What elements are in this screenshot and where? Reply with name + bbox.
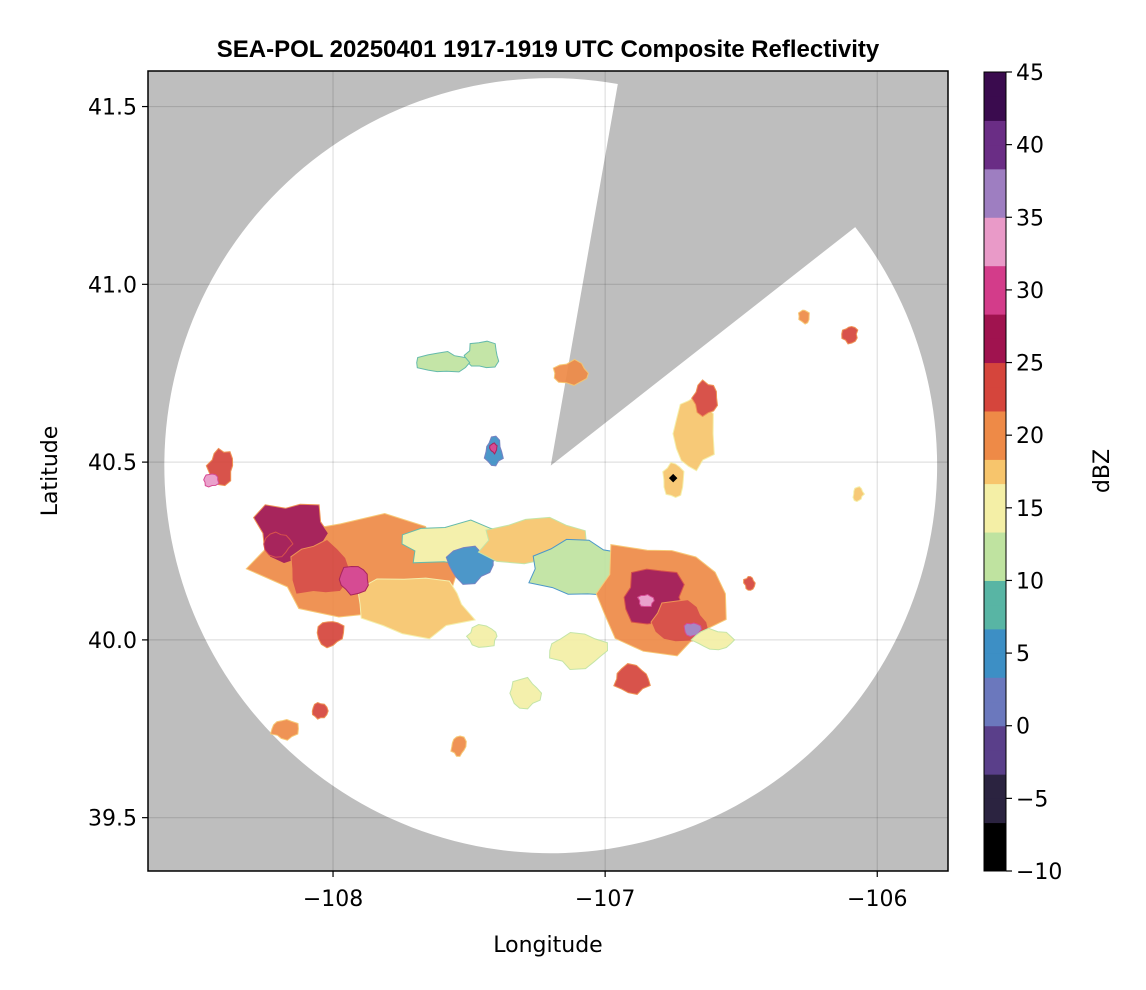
echo-cell — [841, 325, 859, 345]
echo-cell — [263, 531, 294, 558]
colorbar-segment — [984, 289, 1006, 315]
echo-cell — [357, 577, 477, 640]
echo-cell — [552, 358, 589, 386]
colorbar-tick-label: 20 — [1016, 424, 1044, 449]
y-axis-label: Latitude — [38, 426, 63, 517]
colorbar-segment — [984, 749, 1006, 775]
echo-cell — [338, 565, 369, 596]
y-axis: 39.5 40.0 40.5 41.0 41.5 — [88, 96, 148, 832]
echo-cell — [636, 593, 655, 608]
colorbar-tick-label: −10 — [1016, 860, 1062, 885]
colorbar-segment — [984, 604, 1006, 630]
colorbar-segment — [984, 628, 1006, 654]
colorbar-segment — [984, 846, 1006, 872]
chart-title: SEA-POL 20250401 1917-1919 UTC Composite… — [217, 36, 880, 63]
echo-cell — [743, 575, 756, 591]
plot-area — [147, 70, 949, 872]
colorbar-tick-label: 30 — [1016, 279, 1044, 304]
echo-cell — [269, 718, 299, 741]
y-tick-label: 41.5 — [88, 96, 137, 121]
colorbar-segment — [984, 798, 1006, 824]
radar-coverage-area — [164, 78, 938, 854]
colorbar-segment — [984, 72, 1006, 97]
colorbar-segment — [984, 96, 1006, 121]
station-marker — [668, 473, 678, 483]
colorbar-segment — [984, 556, 1006, 581]
colorbar-segment — [984, 677, 1006, 703]
colorbar-segment — [984, 120, 1006, 146]
colorbar-tick-label: 10 — [1016, 569, 1044, 594]
y-tick-label: 41.0 — [88, 273, 137, 298]
echo-cell — [690, 627, 736, 651]
colorbar-tick-label: 45 — [1016, 61, 1044, 86]
y-tick-label: 40.5 — [88, 451, 137, 476]
grid-lines — [148, 71, 948, 871]
echo-cell — [549, 631, 609, 671]
colorbar-tick-label: 5 — [1016, 642, 1030, 667]
colorbar-segment — [984, 725, 1006, 751]
y-tick-label: 40.0 — [88, 629, 137, 654]
colorbar-segment — [984, 193, 1006, 218]
echo-cell — [852, 486, 866, 503]
colorbar-segment — [984, 774, 1006, 799]
colorbar-segment — [984, 580, 1006, 606]
plot-frame — [147, 70, 949, 872]
echo-cell — [489, 442, 498, 455]
echo-cell — [203, 473, 220, 488]
colorbar-segment — [984, 338, 1006, 364]
echo-cell — [797, 309, 810, 325]
colorbar-segment — [984, 168, 1006, 194]
colorbar-segment — [984, 217, 1006, 242]
x-tick-label: −106 — [847, 887, 907, 912]
echo-cell — [311, 701, 329, 720]
echo-cell — [416, 350, 471, 373]
x-tick-label: −107 — [575, 887, 635, 912]
x-tick-label: −108 — [303, 887, 363, 912]
colorbar-tick-label: 0 — [1016, 715, 1030, 740]
colorbar-tick-label: 25 — [1016, 352, 1044, 377]
colorbar-segment — [984, 532, 1006, 557]
plot-clip-group — [148, 71, 948, 871]
colorbar-segment — [984, 314, 1006, 339]
colorbar-segment — [984, 483, 1006, 509]
echo-cell — [465, 623, 498, 648]
echo-cell — [316, 621, 345, 649]
colorbar-tick-label: 35 — [1016, 206, 1044, 231]
echo-cell — [450, 735, 467, 757]
colorbar-segment — [984, 144, 1006, 170]
colorbar-label: dBZ — [1090, 449, 1115, 493]
colorbar-segment — [984, 410, 1006, 436]
echo-cell — [290, 538, 350, 595]
colorbar-tick-label: −5 — [1016, 787, 1048, 812]
colorbar-segment — [984, 459, 1006, 485]
echo-cells — [203, 309, 866, 757]
x-axis: −108 −107 −106 — [303, 871, 907, 912]
colorbar-segment — [984, 265, 1006, 291]
echo-cell — [509, 676, 543, 710]
colorbar-segment — [984, 386, 1006, 412]
colorbar-segment — [984, 435, 1006, 460]
colorbar-segment — [984, 822, 1006, 848]
colorbar-tick-label: 40 — [1016, 134, 1044, 159]
echo-cell — [613, 663, 651, 695]
colorbar-segment — [984, 653, 1006, 678]
y-tick-label: 39.5 — [88, 807, 137, 832]
x-axis-label: Longitude — [493, 933, 602, 958]
colorbar-frame — [983, 71, 1007, 872]
colorbar: −10 −5 0 5 10 15 20 25 30 35 40 45 — [983, 61, 1062, 885]
echo-cell — [691, 379, 719, 418]
colorbar-segment — [984, 701, 1006, 727]
colorbar-tick-label: 15 — [1016, 497, 1044, 522]
colorbar-segment — [984, 507, 1006, 533]
colorbar-segment — [984, 362, 1006, 388]
colorbar-segment — [984, 241, 1006, 267]
echo-cell — [463, 340, 500, 369]
